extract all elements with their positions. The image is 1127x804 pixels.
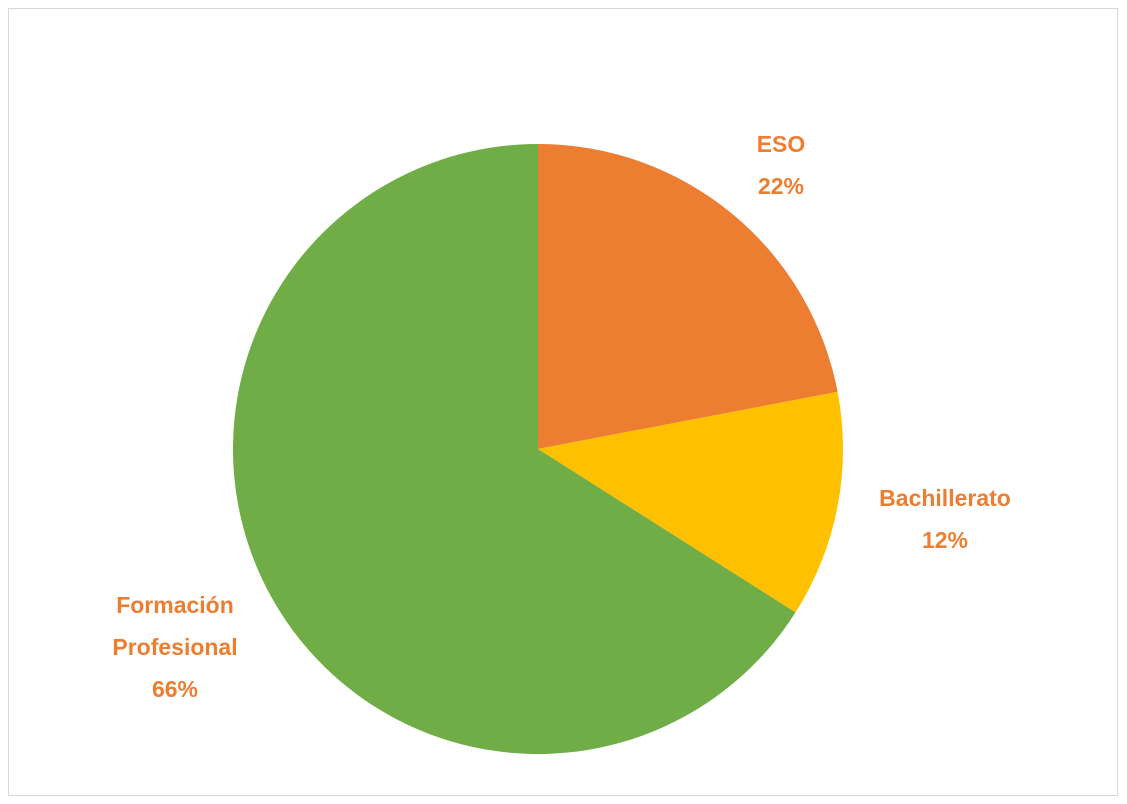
pie-slice-bachillerato: [538, 391, 843, 613]
data-label-eso: ESO 22%: [757, 131, 806, 199]
chart-area: ESO 22% Bachillerato 12% Formación Profesiona…: [8, 8, 1118, 796]
data-label-formacion-profesional: Formación Profesional 66%: [112, 592, 237, 702]
data-label-bachillerato: Bachillerato 12%: [879, 485, 1011, 553]
pie-slice-formacion-profesional: [233, 144, 796, 754]
pie-chart: ESO 22% Bachillerato 12% Formación Profesiona…: [112, 131, 1011, 754]
pie-slice-eso: [538, 144, 838, 449]
